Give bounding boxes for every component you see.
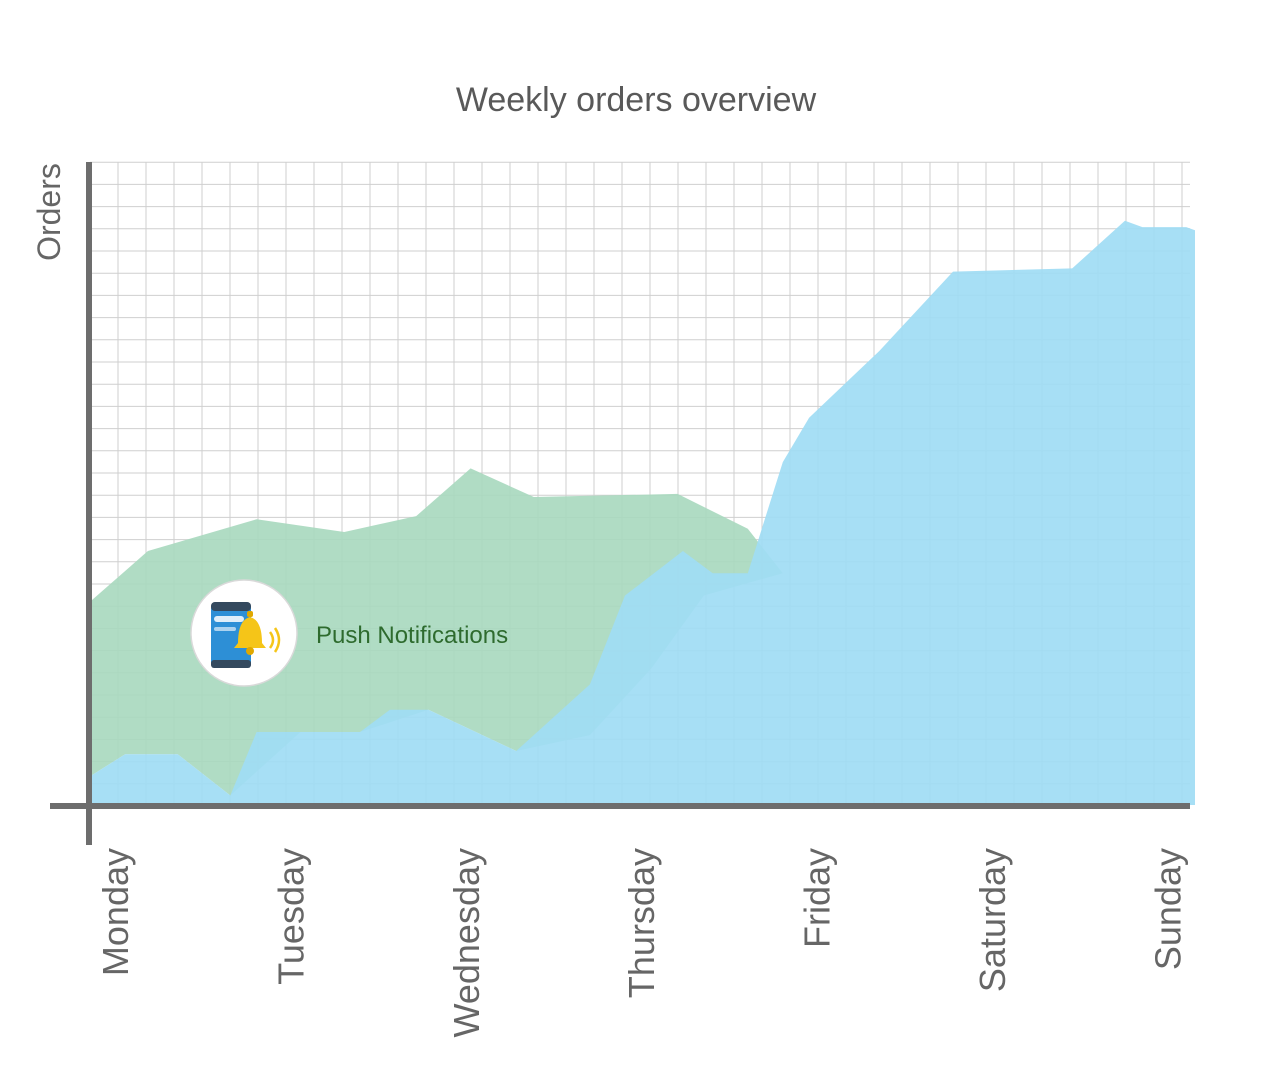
chart-axes bbox=[50, 162, 1190, 845]
x-tick-label: Thursday bbox=[621, 848, 662, 998]
annotation-label: Push Notifications bbox=[316, 622, 508, 649]
x-tick-labels: Monday Tuesday Wednesday Thursday Friday Satu… bbox=[95, 848, 1188, 1037]
phone-bell-icon bbox=[211, 602, 281, 668]
x-tick-label: Sunday bbox=[1147, 848, 1188, 970]
y-axis-label: Orders bbox=[31, 163, 67, 261]
x-tick-label: Saturday bbox=[972, 848, 1013, 992]
chart-areas bbox=[90, 220, 1195, 806]
area-series-2 bbox=[90, 220, 1195, 806]
x-tick-label: Wednesday bbox=[446, 848, 487, 1037]
push-notifications-annotation: Push Notifications bbox=[190, 579, 508, 687]
chart-title: Weekly orders overview bbox=[456, 81, 817, 119]
x-tick-label: Monday bbox=[95, 848, 136, 976]
x-tick-label: Tuesday bbox=[270, 848, 311, 985]
x-tick-label: Friday bbox=[797, 848, 838, 948]
